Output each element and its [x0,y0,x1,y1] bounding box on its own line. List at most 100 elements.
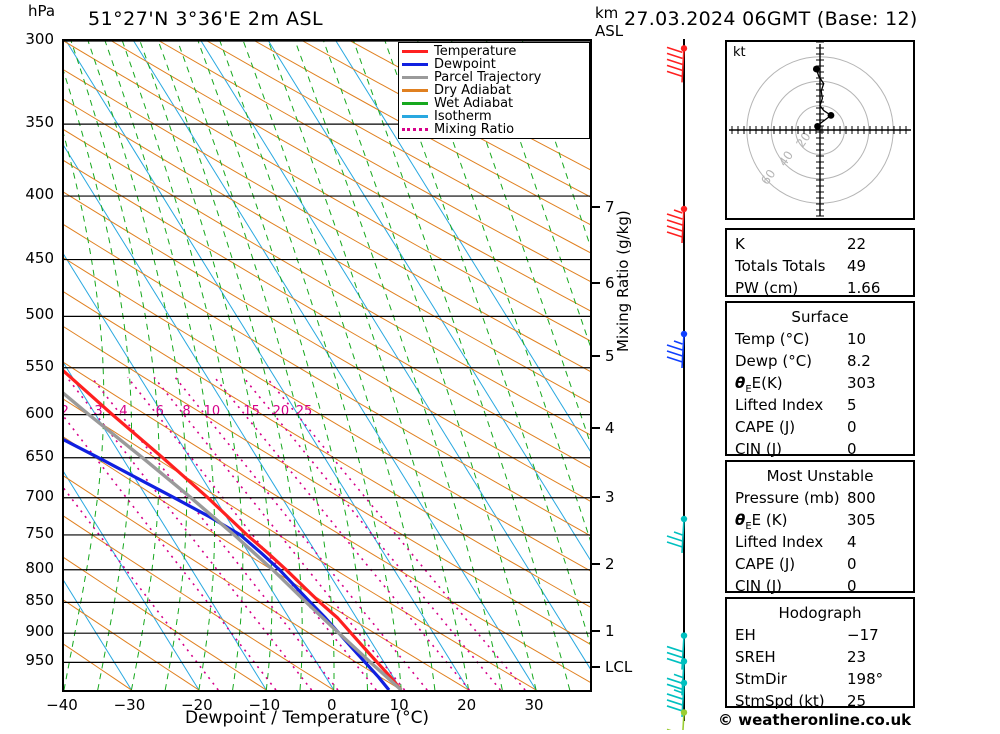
table-key: Lifted Index [735,396,824,414]
height-tick-label: 6 [605,274,615,293]
pressure-tick-label: 900 [25,622,54,641]
wind-barb [666,330,688,369]
dry-adiabat-line [206,41,590,254]
temperature-tick-label: −30 [113,696,146,714]
wet-adiabat-line [64,70,132,690]
isotherm-line [200,41,590,670]
pressure-tick-label: 700 [25,486,54,505]
table-row: PW (cm) 1.66 [727,277,913,299]
table-row: Totals Totals 49 [727,255,913,277]
x-axis-title: Dewpoint / Temperature (°C) [185,708,430,728]
height-tick-mark [592,629,600,632]
mixing-ratio-label: 2 [64,404,69,419]
table-heading: Hodograph [778,604,862,622]
dry-adiabat-line [64,99,590,404]
isotherm-line [64,471,200,690]
mixing-ratio-label: 6 [156,404,164,419]
isotherm-line [64,580,132,690]
height-unit-label: km [595,4,619,22]
legend-item: Wet Adiabat [402,97,586,110]
height-tick-label: 4 [605,418,615,437]
table-key: Pressure (mb) [735,489,840,507]
series-temperature-line [64,369,403,690]
table-row: Lifted Index 5 [727,394,913,416]
table-row: CAPE (J) 0 [727,553,913,575]
wind-barb [666,205,688,244]
height-tick-mark [592,563,600,566]
mixing-ratio-line [66,376,313,690]
wet-adiabat-line [521,41,590,247]
isotherm-line [64,253,335,690]
table-value: 22 [847,235,867,253]
hodograph-marker [827,111,835,119]
pressure-tick-label: 550 [25,356,54,375]
pressure-tick-label: 750 [25,523,54,542]
wind-barb [666,515,688,554]
wet-adiabat-line [64,133,105,690]
wet-adiabat-line [486,41,590,347]
mixing-ratio-label: 10 [204,404,221,419]
temperature-tick-label: 10 [389,696,409,714]
datetime-title: 27.03.2024 06GMT (Base: 12) [624,8,918,30]
legend-item: Mixing Ratio [402,123,586,136]
table-value: 4 [847,533,857,551]
isotherm-line [64,362,267,690]
table-key: Dewp (°C) [735,352,813,370]
hodograph-plot[interactable]: kt 20 40 60 [725,40,915,220]
legend-swatch-icon [402,115,428,118]
height-tick-mark [592,495,600,498]
table-key: Temp (°C) [735,330,810,348]
wet-adiabat-line [197,41,368,690]
table-row: Pressure (mb) 800 [727,487,913,509]
pressure-tick-label: 950 [25,651,54,670]
table-row: StmSpd (kt) 25 [727,690,913,712]
wet-adiabat-line [267,41,470,690]
table-row: CAPE (J) 0 [727,416,913,438]
legend-item: Temperature [402,45,586,58]
table-row: CIN (J) 0 [727,575,913,597]
legend-label: Dry Adiabat [434,83,511,98]
dry-adiabat-line [64,129,590,436]
temperature-tick-label: 30 [524,696,544,714]
table-key: CAPE (J) [735,555,796,573]
hodograph-unit-label: kt [733,45,746,60]
skewt-plot[interactable]: 12346810152025 [62,39,592,692]
table-heading: Most Unstable [766,467,874,485]
table-value: 8.2 [847,352,871,370]
table-heading: Surface [791,308,849,326]
wet-adiabat-line [323,41,537,690]
pressure-tick-label: 500 [25,305,54,324]
height-tick-label: 2 [605,555,615,574]
pressure-tick-label: 850 [25,591,54,610]
dry-adiabat-line [254,41,590,225]
legend-label: Wet Adiabat [434,96,514,111]
dry-adiabat-line [64,515,334,690]
pressure-tick-label: 650 [25,446,54,465]
table-value: 10 [847,330,867,348]
table-key: CIN (J) [735,440,783,458]
legend-label: Temperature [434,44,517,59]
isotherm-line [64,145,402,690]
mixing-ratio-line [174,376,428,690]
legend-label: Isotherm [434,109,492,124]
legend-swatch-icon [402,76,428,79]
dry-adiabat-line [64,643,132,690]
series-parcel-trajectory-line [64,391,403,690]
page-title: 51°27'N 3°36'E 2m ASL [88,8,324,30]
table-value: 5 [847,396,857,414]
legend-item: Parcel Trajectory [402,71,586,84]
wind-barb [666,45,688,83]
wind-barb-canvas [666,39,688,734]
isotherm-line [335,41,590,452]
table-row: θEE(K) 303 [727,372,913,395]
legend-swatch-icon [402,128,428,131]
table-row: Lifted Index 4 [727,531,913,553]
table-key: EH [735,626,756,644]
legend-label: Dewpoint [434,57,496,72]
mixing-ratio-label: 3 [94,404,102,419]
wet-adiabat-line [104,41,215,690]
dry-adiabat-line [64,557,267,690]
legend-label: Parcel Trajectory [434,70,542,85]
mixing-ratio-line [153,376,406,690]
